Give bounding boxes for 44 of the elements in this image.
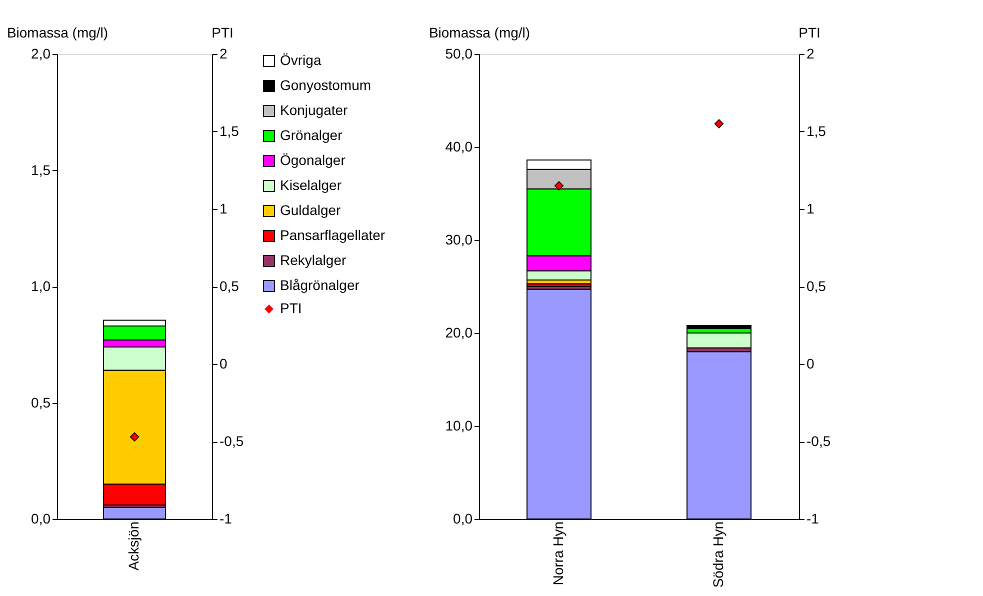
y-tick-label: 50,0 [445,46,473,62]
legend-label: Konjugater [280,102,348,118]
y2-tick-label: 2 [220,46,228,62]
y-tick-label: 30,0 [445,232,473,248]
y2-tick-label: -1 [220,510,232,526]
y2-tick-label: 1,5 [220,123,240,139]
y-axis-title: Biomassa (mg/l) [6,24,108,40]
y2-tick-label: -0,5 [220,433,244,449]
y-axis-title: Biomassa (mg/l) [428,24,530,40]
legend-label: Blågrönalger [280,277,360,293]
y-tick-label: 1,0 [31,278,51,294]
y2-tick-label: 1 [220,200,228,216]
legend-label: Gonyostomum [280,77,372,93]
legend-label: Rekylalger [280,252,346,268]
y2-tick-label: 1 [806,200,814,216]
y2-tick-label: 0,5 [806,278,826,294]
y-tick-label: 40,0 [445,138,473,154]
x-tick-label: Acksjön [126,522,142,571]
legend-label: Grönalger [280,127,343,143]
y-tick-label: 0,5 [31,394,51,410]
y2-tick-label: 1,5 [806,123,826,139]
x-tick-label: Norra Hyn [550,522,566,586]
y-tick-label: 20,0 [445,324,473,340]
legend-label: Pansarflagellater [280,227,386,243]
y2-axis-title: PTI [212,24,234,40]
y2-tick-label: 0 [806,356,814,372]
y2-tick-label: -1 [806,510,820,526]
y2-tick-label: -0,5 [806,433,831,449]
y2-tick-label: 2 [806,46,814,62]
y2-tick-label: 0 [220,356,228,372]
bar [686,332,752,348]
y-tick-label: 10,0 [445,418,473,434]
legend-label: Ögonalger [280,152,346,168]
legend-label: Kiselalger [280,177,342,193]
legend-label: Övriga [280,52,322,68]
y-tick-label: 0,0 [31,510,51,526]
y-tick-label: 0,0 [453,510,473,526]
legend-label: Guldalger [280,202,342,218]
y-tick-label: 2,0 [31,46,51,62]
y-tick-label: 1,5 [31,162,51,178]
legend-label: PTI [280,300,302,316]
y2-tick-label: 0,5 [220,278,240,294]
y2-axis-title: PTI [798,24,820,40]
x-tick-label: Södra Hyn [710,522,726,588]
